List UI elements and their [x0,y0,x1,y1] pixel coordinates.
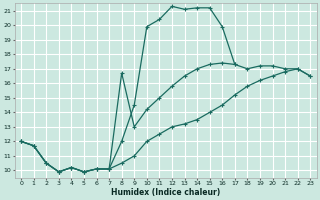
X-axis label: Humidex (Indice chaleur): Humidex (Indice chaleur) [111,188,220,197]
